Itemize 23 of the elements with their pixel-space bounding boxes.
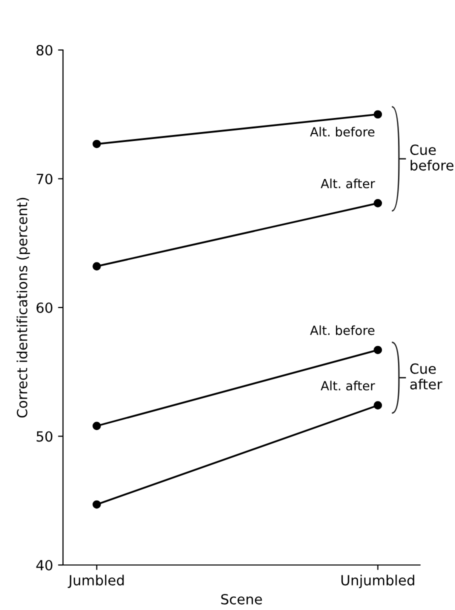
series-label: Alt. after [320, 380, 376, 390]
x-tick-label: Jumbled [68, 574, 124, 588]
series-label: Alt. before [310, 126, 374, 137]
y-tick-label: 50 [36, 431, 52, 442]
point [92, 422, 101, 430]
annotation: Cue after [410, 363, 442, 390]
y-tick-label: 60 [36, 302, 52, 313]
point [374, 346, 382, 354]
series-label: Alt. after [320, 178, 376, 188]
x-tick-label: Unjumbled [341, 574, 414, 588]
point [92, 500, 101, 509]
point [374, 401, 382, 410]
point [374, 199, 382, 208]
point [92, 262, 101, 270]
series-label: Alt. before [310, 325, 374, 336]
y-tick-label: 80 [36, 44, 52, 56]
x-axis-title: Scene [221, 594, 262, 604]
y-axis-title: Correct identifications (percent) [16, 198, 30, 418]
annotation: Cue before [410, 144, 454, 171]
y-tick-label: 70 [36, 174, 52, 184]
point [92, 140, 101, 148]
y-tick-label: 40 [36, 560, 52, 570]
point [374, 110, 382, 119]
